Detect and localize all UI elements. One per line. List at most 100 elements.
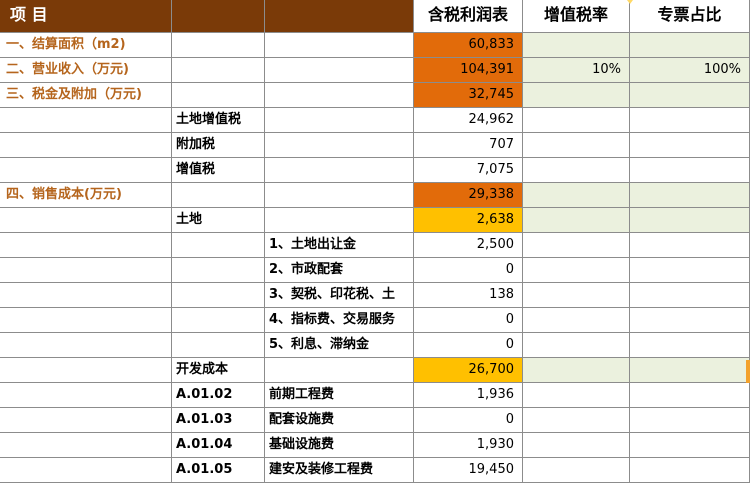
- row-land-vat-label[interactable]: 土地增值税: [172, 108, 265, 133]
- cell[interactable]: [630, 433, 750, 458]
- row-tax-label[interactable]: 三、税金及附加（万元): [0, 83, 172, 108]
- row-quota-fee-label[interactable]: 4、指标费、交易服务: [265, 308, 414, 333]
- cell[interactable]: [172, 58, 265, 83]
- row-revenue-vat-rate[interactable]: 10%: [523, 58, 630, 83]
- header-col-vat-rate[interactable]: 增值税率: [523, 0, 630, 33]
- row-quota-fee-value[interactable]: 0: [414, 308, 523, 333]
- row-a0103-label[interactable]: 配套设施费: [265, 408, 414, 433]
- row-municipal-label[interactable]: 2、市政配套: [265, 258, 414, 283]
- cell[interactable]: [630, 108, 750, 133]
- row-surtax-label[interactable]: 附加税: [172, 133, 265, 158]
- cell[interactable]: [523, 233, 630, 258]
- cell[interactable]: [523, 358, 630, 383]
- cell[interactable]: [265, 133, 414, 158]
- cell[interactable]: [172, 333, 265, 358]
- cell[interactable]: [172, 283, 265, 308]
- cell[interactable]: [0, 358, 172, 383]
- cell[interactable]: [630, 383, 750, 408]
- row-a0102-label[interactable]: 前期工程费: [265, 383, 414, 408]
- cell[interactable]: [0, 333, 172, 358]
- cell[interactable]: [630, 133, 750, 158]
- row-surtax-value[interactable]: 707: [414, 133, 523, 158]
- cell[interactable]: [630, 233, 750, 258]
- cell[interactable]: [630, 283, 750, 308]
- row-land-label[interactable]: 土地: [172, 208, 265, 233]
- row-a0105-value[interactable]: 19,450: [414, 458, 523, 483]
- row-vat-label[interactable]: 增值税: [172, 158, 265, 183]
- cell[interactable]: [0, 308, 172, 333]
- cell[interactable]: [630, 83, 750, 108]
- cell[interactable]: [0, 258, 172, 283]
- row-cost-label[interactable]: 四、销售成本(万元): [0, 183, 172, 208]
- cell[interactable]: [0, 383, 172, 408]
- cell[interactable]: [523, 458, 630, 483]
- cell[interactable]: [0, 283, 172, 308]
- cell[interactable]: [630, 358, 750, 383]
- cell[interactable]: [172, 233, 265, 258]
- cell[interactable]: [172, 308, 265, 333]
- cell[interactable]: [0, 433, 172, 458]
- cell[interactable]: [172, 183, 265, 208]
- row-land-grant-label[interactable]: 1、土地出让金: [265, 233, 414, 258]
- cell[interactable]: [523, 133, 630, 158]
- cell[interactable]: [523, 208, 630, 233]
- cell[interactable]: [523, 433, 630, 458]
- row-a0102-value[interactable]: 1,936: [414, 383, 523, 408]
- cell[interactable]: [0, 158, 172, 183]
- cell[interactable]: [172, 83, 265, 108]
- cell[interactable]: [630, 308, 750, 333]
- cell[interactable]: [523, 283, 630, 308]
- cell[interactable]: [630, 183, 750, 208]
- cell[interactable]: [523, 408, 630, 433]
- cell[interactable]: [523, 158, 630, 183]
- row-dev-cost-label[interactable]: 开发成本: [172, 358, 265, 383]
- row-cost-value[interactable]: 29,338: [414, 183, 523, 208]
- cell[interactable]: [523, 183, 630, 208]
- cell[interactable]: [0, 133, 172, 158]
- row-a0102-code[interactable]: A.01.02: [172, 383, 265, 408]
- cell[interactable]: [523, 333, 630, 358]
- cell[interactable]: [523, 33, 630, 58]
- row-interest-value[interactable]: 0: [414, 333, 523, 358]
- cell[interactable]: [265, 183, 414, 208]
- row-tax-value[interactable]: 32,745: [414, 83, 523, 108]
- row-a0104-label[interactable]: 基础设施费: [265, 433, 414, 458]
- row-land-vat-value[interactable]: 24,962: [414, 108, 523, 133]
- cell[interactable]: [265, 33, 414, 58]
- cell[interactable]: [630, 158, 750, 183]
- row-deed-tax-label[interactable]: 3、契税、印花税、土: [265, 283, 414, 308]
- cell[interactable]: [523, 108, 630, 133]
- cell[interactable]: [0, 208, 172, 233]
- row-a0103-code[interactable]: A.01.03: [172, 408, 265, 433]
- cell[interactable]: [523, 383, 630, 408]
- cell[interactable]: [172, 258, 265, 283]
- cell[interactable]: [630, 458, 750, 483]
- cell[interactable]: [172, 33, 265, 58]
- cell[interactable]: [523, 308, 630, 333]
- cell[interactable]: [265, 83, 414, 108]
- cell[interactable]: [630, 258, 750, 283]
- row-a0105-label[interactable]: 建安及装修工程费: [265, 458, 414, 483]
- row-revenue-value[interactable]: 104,391: [414, 58, 523, 83]
- cell[interactable]: [630, 33, 750, 58]
- cell[interactable]: [265, 108, 414, 133]
- row-a0104-value[interactable]: 1,930: [414, 433, 523, 458]
- header-col-profit[interactable]: 含税利润表: [414, 0, 523, 33]
- row-vat-value[interactable]: 7,075: [414, 158, 523, 183]
- row-municipal-value[interactable]: 0: [414, 258, 523, 283]
- cell[interactable]: [523, 258, 630, 283]
- row-revenue-label[interactable]: 二、营业收入（万元): [0, 58, 172, 83]
- row-a0105-code[interactable]: A.01.05: [172, 458, 265, 483]
- row-interest-label[interactable]: 5、利息、滞纳金: [265, 333, 414, 358]
- row-land-grant-value[interactable]: 2,500: [414, 233, 523, 258]
- row-a0103-value[interactable]: 0: [414, 408, 523, 433]
- cell[interactable]: [0, 108, 172, 133]
- cell[interactable]: [265, 208, 414, 233]
- cell[interactable]: [630, 208, 750, 233]
- cell[interactable]: [265, 158, 414, 183]
- row-area-label[interactable]: 一、结算面积（m2): [0, 33, 172, 58]
- row-land-value[interactable]: 2,638: [414, 208, 523, 233]
- header-item-cell[interactable]: 项 目: [0, 0, 172, 33]
- cell[interactable]: [0, 458, 172, 483]
- cell[interactable]: [265, 358, 414, 383]
